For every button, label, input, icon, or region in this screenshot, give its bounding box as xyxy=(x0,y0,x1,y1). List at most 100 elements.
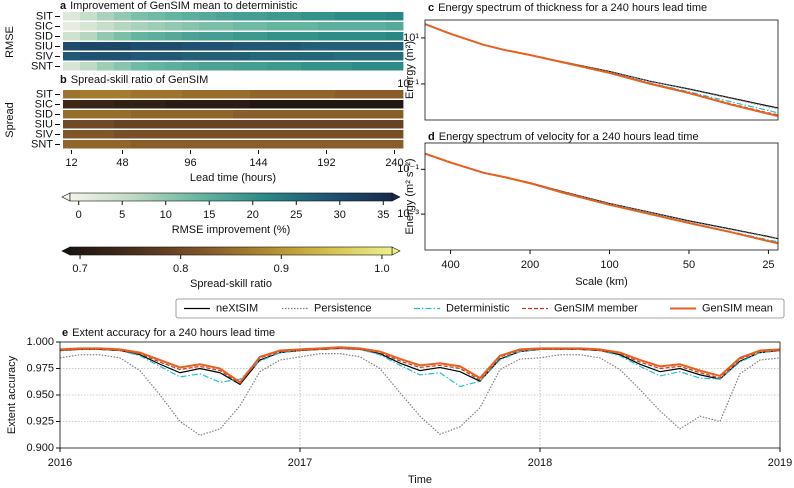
heatmap-cell xyxy=(97,100,115,109)
heatmap-cell xyxy=(352,32,370,41)
legend-label: Persistence xyxy=(314,302,371,314)
heatmap-cell xyxy=(131,62,149,71)
heatmap-cell xyxy=(369,110,387,119)
heatmap-cell xyxy=(63,90,81,99)
heatmap-cell xyxy=(386,22,404,31)
colorbar-tick-label: 5 xyxy=(119,209,125,221)
heatmap-cell xyxy=(165,90,183,99)
heatmap-cell xyxy=(284,22,302,31)
heatmap-cell xyxy=(250,32,268,41)
heatmap-cell xyxy=(335,130,353,139)
legend-label: neXtSIM xyxy=(216,302,258,314)
heatmap-cell xyxy=(97,62,115,71)
colorbar xyxy=(69,246,393,256)
colorbar-tick-label: 25 xyxy=(290,209,302,221)
heatmap-cell xyxy=(148,130,166,139)
heatmap-cell xyxy=(352,62,370,71)
heatmap-cell xyxy=(80,120,98,129)
heatmap-cell xyxy=(114,42,132,51)
y-axis-label: RMSE xyxy=(4,26,16,58)
colorbar-extend-low xyxy=(61,192,71,202)
heatmap-cell xyxy=(165,110,183,119)
row-label: SNT xyxy=(31,60,53,72)
heatmap-cell xyxy=(318,42,336,51)
heatmap-cell xyxy=(233,62,251,71)
heatmap-cell xyxy=(114,140,132,149)
x-axis-label: Scale (km) xyxy=(575,276,628,288)
x-tick-label: 48 xyxy=(116,157,128,169)
heatmap-cell xyxy=(386,90,404,99)
heatmap-cell xyxy=(63,52,81,61)
x-tick-label: 96 xyxy=(184,157,196,169)
heatmap-cell xyxy=(301,22,319,31)
heatmap-cell xyxy=(80,62,98,71)
row-label: SID xyxy=(35,108,53,120)
panel-letter: d xyxy=(428,131,435,143)
heatmap-cell xyxy=(97,42,115,51)
y-tick-label: 0.925 xyxy=(26,415,54,427)
heatmap-cell xyxy=(369,90,387,99)
heatmap-cell xyxy=(250,42,268,51)
series-line xyxy=(60,346,780,384)
heatmap-cell xyxy=(335,32,353,41)
heatmap-cell xyxy=(182,140,200,149)
heatmap-cell xyxy=(63,62,81,71)
heatmap-cell xyxy=(131,42,149,51)
heatmap-cell xyxy=(352,52,370,61)
heatmap-cell xyxy=(182,12,200,21)
heatmap-cell xyxy=(318,52,336,61)
heatmap-cell xyxy=(63,12,81,21)
heatmap-cell xyxy=(284,100,302,109)
colorbar-tick-label: 20 xyxy=(247,209,259,221)
heatmap-cell xyxy=(267,130,285,139)
row-label: SNT xyxy=(31,138,53,150)
heatmap-cell xyxy=(250,90,268,99)
x-axis-label: Lead time (hours) xyxy=(190,172,276,184)
heatmap-cell xyxy=(301,130,319,139)
heatmap-cell xyxy=(284,12,302,21)
heatmap-cell xyxy=(199,130,217,139)
heatmap-cell xyxy=(216,42,234,51)
heatmap-cell xyxy=(165,100,183,109)
heatmap-cell xyxy=(216,130,234,139)
heatmap-cell xyxy=(148,32,166,41)
heatmap-cell xyxy=(335,22,353,31)
heatmap-cell xyxy=(386,140,404,149)
heatmap-cell xyxy=(63,110,81,119)
heatmap-cell xyxy=(216,90,234,99)
heatmap-cell xyxy=(114,120,132,129)
heatmap-cell xyxy=(97,90,115,99)
y-tick-label: 10⁻¹ xyxy=(397,78,419,90)
heatmap-cell xyxy=(335,52,353,61)
heatmap-cell xyxy=(97,52,115,61)
heatmap-cell xyxy=(233,90,251,99)
y-tick-label: 10⁻¹ xyxy=(397,163,419,175)
heatmap-cell xyxy=(267,22,285,31)
series-line xyxy=(60,347,780,385)
heatmap-cell xyxy=(284,140,302,149)
heatmap-cell xyxy=(80,32,98,41)
heatmap-cell xyxy=(301,12,319,21)
heatmap-cell xyxy=(335,110,353,119)
heatmap-cell xyxy=(97,32,115,41)
row-label: SIT xyxy=(36,10,53,22)
panel-letter: b xyxy=(60,74,67,86)
heatmap-cell xyxy=(335,90,353,99)
heatmap-cell xyxy=(80,140,98,149)
heatmap-cell xyxy=(80,52,98,61)
heatmap-cell xyxy=(165,22,183,31)
panel-title-text: Energy spectrum of thickness for a 240 h… xyxy=(438,2,707,14)
heatmap-cell xyxy=(369,12,387,21)
series-line xyxy=(425,23,778,109)
panel-title-text: Extent accuracy for a 240 hours lead tim… xyxy=(72,327,275,339)
y-axis-label: Energy (m² s⁻²) xyxy=(404,158,416,234)
heatmap-cell xyxy=(267,52,285,61)
heatmap-cell xyxy=(369,130,387,139)
heatmap-cell xyxy=(284,120,302,129)
x-tick-label: 100 xyxy=(600,259,618,271)
heatmap-cell xyxy=(250,140,268,149)
heatmap-cell xyxy=(335,42,353,51)
panel-title-text: Improvement of GenSIM mean to determinis… xyxy=(70,0,298,12)
heatmap-cell xyxy=(301,62,319,71)
heatmap-cell xyxy=(267,90,285,99)
